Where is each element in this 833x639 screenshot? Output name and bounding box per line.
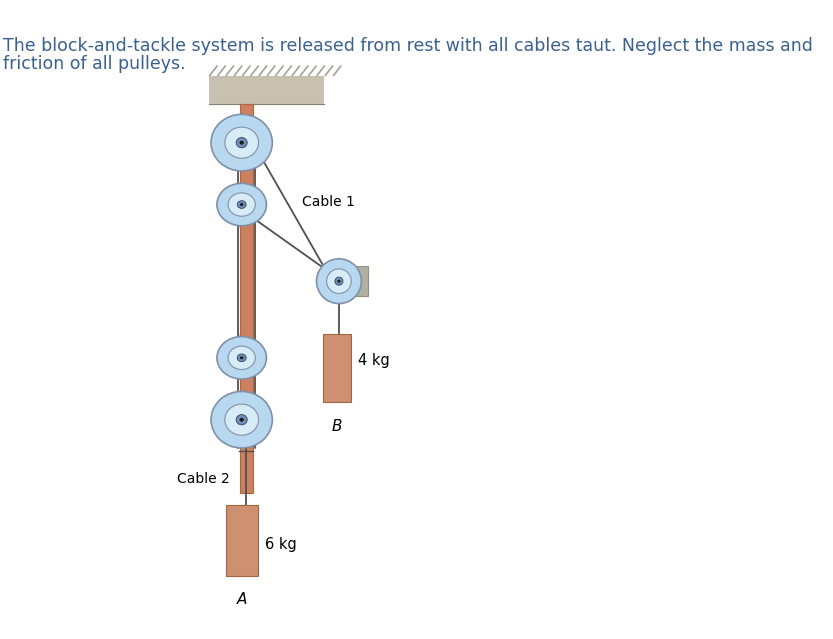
Bar bbox=[240, 104, 253, 493]
Ellipse shape bbox=[225, 127, 258, 158]
Ellipse shape bbox=[211, 392, 272, 448]
Text: friction of all pulleys.: friction of all pulleys. bbox=[3, 56, 186, 73]
Ellipse shape bbox=[228, 346, 255, 369]
Bar bbox=[352, 266, 368, 296]
Ellipse shape bbox=[240, 357, 243, 359]
Ellipse shape bbox=[237, 137, 247, 148]
Ellipse shape bbox=[335, 277, 343, 285]
Bar bbox=[209, 76, 324, 104]
Ellipse shape bbox=[237, 354, 246, 362]
Text: 6 kg: 6 kg bbox=[265, 537, 297, 552]
Ellipse shape bbox=[327, 269, 352, 293]
Bar bbox=[226, 505, 258, 576]
Ellipse shape bbox=[225, 404, 258, 435]
Text: Cable 2: Cable 2 bbox=[177, 472, 230, 486]
Ellipse shape bbox=[240, 418, 244, 422]
Text: A: A bbox=[237, 592, 247, 607]
Ellipse shape bbox=[237, 201, 246, 208]
Ellipse shape bbox=[237, 415, 247, 425]
Ellipse shape bbox=[217, 337, 267, 379]
Ellipse shape bbox=[240, 203, 243, 206]
Text: 4 kg: 4 kg bbox=[358, 353, 390, 368]
Bar bbox=[323, 334, 352, 402]
Text: B: B bbox=[332, 419, 342, 433]
Ellipse shape bbox=[228, 193, 255, 216]
Text: Cable 1: Cable 1 bbox=[302, 195, 355, 208]
Ellipse shape bbox=[217, 183, 267, 226]
Ellipse shape bbox=[337, 280, 341, 282]
Ellipse shape bbox=[317, 259, 362, 304]
Ellipse shape bbox=[211, 114, 272, 171]
Text: The block-and-tackle system is released from rest with all cables taut. Neglect : The block-and-tackle system is released … bbox=[3, 36, 813, 54]
Ellipse shape bbox=[240, 141, 244, 144]
